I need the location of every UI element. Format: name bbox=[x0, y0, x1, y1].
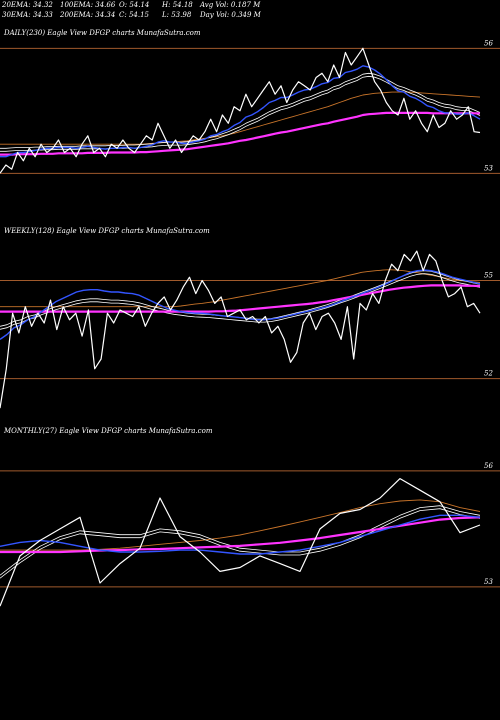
price-line bbox=[0, 478, 481, 607]
y-tick-label: 55 bbox=[484, 272, 493, 280]
ema-line-ema_white bbox=[0, 505, 481, 576]
avg-volume-readout: Avg Vol: 0.187 M bbox=[200, 1, 261, 9]
ema-line-ema_white-lower bbox=[0, 508, 481, 579]
y-tick-label: 52 bbox=[484, 370, 493, 378]
ema20-readout: 20EMA: 34.32 bbox=[2, 1, 53, 9]
chart-panel-1: DAILY(230) Eagle View DFGP charts Munafa… bbox=[0, 29, 500, 174]
ema-line-ema_brown bbox=[0, 499, 481, 551]
indicator-header: 20EMA: 34.32 100EMA: 34.66 O: 54.14 H: 5… bbox=[0, 0, 500, 24]
chart-title: WEEKLY(128) Eagle View DFGP charts Munaf… bbox=[4, 227, 210, 235]
chart-panel-3: MONTHLY(27) Eagle View DFGP charts Munaf… bbox=[0, 427, 500, 607]
ema-line-ema_slow bbox=[0, 516, 481, 554]
ema-line-ema_white-lower bbox=[0, 273, 481, 330]
ema-line-ema_brown bbox=[0, 91, 481, 145]
ema-line-ema_slow bbox=[0, 284, 481, 313]
ema200-readout: 200EMA: 34.34 bbox=[60, 11, 116, 19]
y-tick-label: 56 bbox=[484, 39, 493, 47]
chart-title: MONTHLY(27) Eagle View DFGP charts Munaf… bbox=[3, 427, 213, 435]
ema-line-ema_white bbox=[0, 72, 481, 149]
ema-line-ema_brown bbox=[0, 269, 481, 308]
high-readout: H: 54.18 bbox=[162, 1, 193, 9]
chart-title: DAILY(230) Eagle View DFGP charts Munafa… bbox=[3, 29, 201, 37]
low-readout: L: 53.98 bbox=[162, 11, 192, 19]
y-tick-label: 53 bbox=[484, 164, 493, 172]
y-tick-label: 53 bbox=[484, 578, 493, 586]
day-volume-readout: Day Vol: 0.349 M bbox=[200, 11, 261, 19]
close-readout: C: 54.15 bbox=[119, 11, 149, 19]
ema30-readout: 30EMA: 34.33 bbox=[2, 11, 53, 19]
ema-line-ema_fast bbox=[0, 269, 481, 340]
ema100-readout: 100EMA: 34.66 bbox=[60, 1, 116, 9]
ema-line-ema_fast bbox=[0, 514, 481, 555]
ema-line-ema_slow bbox=[0, 111, 480, 156]
price-line bbox=[0, 47, 481, 174]
chart-panel-2: WEEKLY(128) Eagle View DFGP charts Munaf… bbox=[0, 227, 500, 409]
open-readout: O: 54.14 bbox=[119, 1, 150, 9]
y-tick-label: 56 bbox=[484, 462, 493, 470]
price-line bbox=[0, 250, 481, 409]
